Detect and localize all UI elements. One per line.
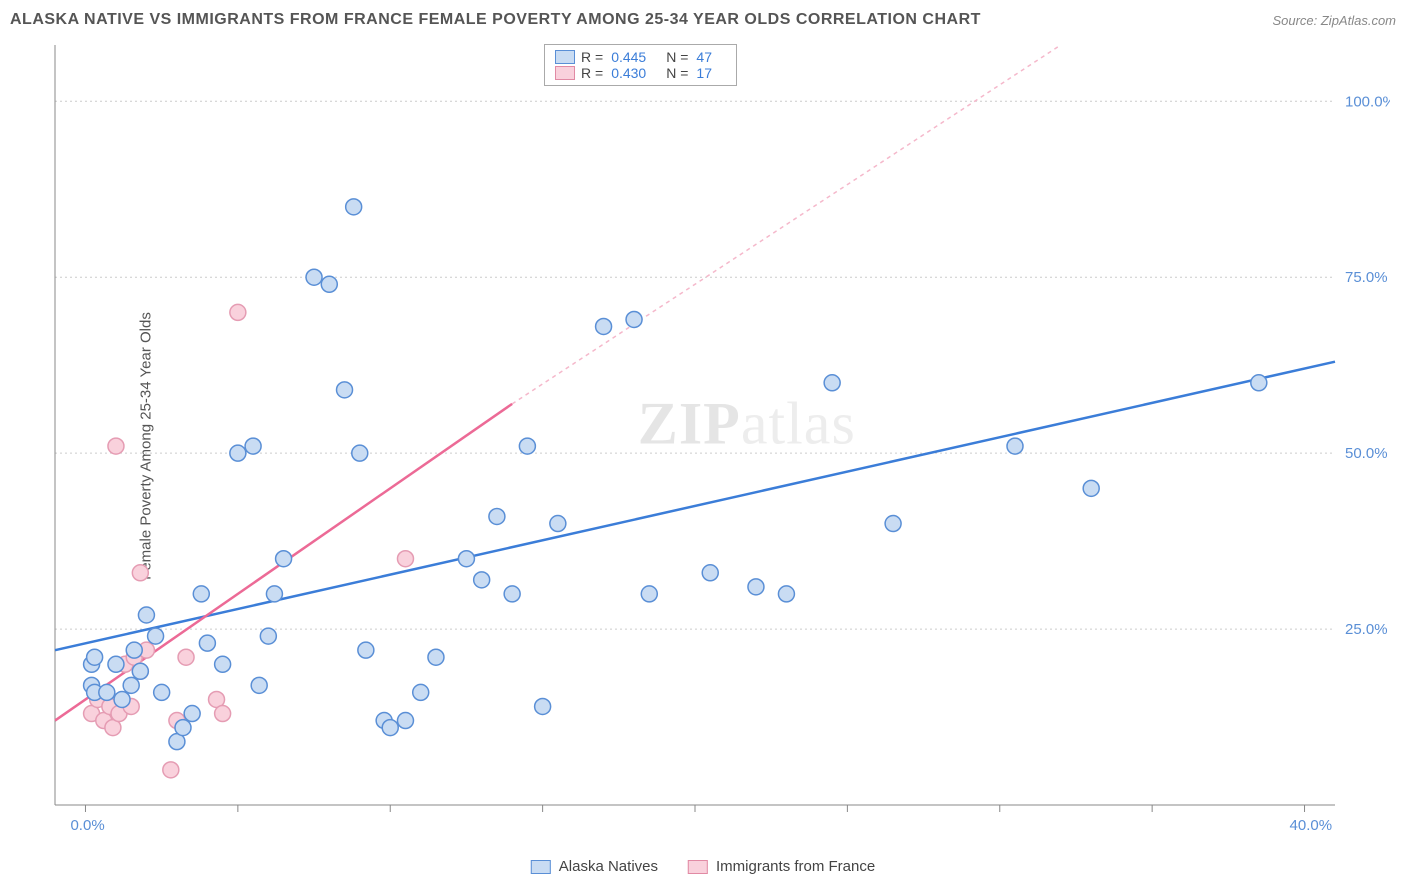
data-point-blue xyxy=(132,663,148,679)
data-point-pink xyxy=(132,565,148,581)
data-point-blue xyxy=(504,586,520,602)
data-point-blue xyxy=(358,642,374,658)
chart-title: ALASKA NATIVE VS IMMIGRANTS FROM FRANCE … xyxy=(10,11,981,29)
data-point-blue xyxy=(99,684,115,700)
data-point-blue xyxy=(702,565,718,581)
legend-item: Alaska Natives xyxy=(531,858,658,875)
legend-swatch xyxy=(531,860,551,874)
data-point-blue xyxy=(123,677,139,693)
legend-stat-row: R = 0.445 N = 47 xyxy=(555,49,726,65)
legend-swatch xyxy=(688,860,708,874)
series-legend: Alaska Natives Immigrants from France xyxy=(531,858,875,875)
data-point-blue xyxy=(458,551,474,567)
legend-label: Immigrants from France xyxy=(716,858,875,875)
n-value: 47 xyxy=(696,49,712,65)
data-point-blue xyxy=(885,516,901,532)
data-point-blue xyxy=(346,199,362,215)
data-point-blue xyxy=(550,516,566,532)
data-point-blue xyxy=(199,635,215,651)
data-point-blue xyxy=(474,572,490,588)
data-point-blue xyxy=(535,698,551,714)
data-point-blue xyxy=(1083,480,1099,496)
data-point-blue xyxy=(397,713,413,729)
n-value: 17 xyxy=(696,65,712,81)
data-point-blue xyxy=(641,586,657,602)
x-tick-label: 40.0% xyxy=(1290,817,1333,834)
data-point-blue xyxy=(87,649,103,665)
trend-line-pink-dash xyxy=(512,45,1061,404)
data-point-blue xyxy=(251,677,267,693)
r-value: 0.430 xyxy=(611,65,646,81)
data-point-pink xyxy=(108,438,124,454)
data-point-blue xyxy=(352,445,368,461)
data-point-blue xyxy=(382,720,398,736)
data-point-blue xyxy=(175,720,191,736)
data-point-blue xyxy=(148,628,164,644)
data-point-blue xyxy=(824,375,840,391)
data-point-pink xyxy=(163,762,179,778)
chart-source: Source: ZipAtlas.com xyxy=(1272,13,1396,28)
legend-label: Alaska Natives xyxy=(559,858,658,875)
correlation-legend: R = 0.445 N = 47 R = 0.430 N = 17 xyxy=(544,44,737,86)
data-point-blue xyxy=(321,276,337,292)
y-tick-label: 25.0% xyxy=(1345,621,1388,638)
data-point-blue xyxy=(778,586,794,602)
data-point-pink xyxy=(215,706,231,722)
legend-swatch xyxy=(555,50,575,64)
data-point-blue xyxy=(306,269,322,285)
data-point-pink xyxy=(230,304,246,320)
data-point-blue xyxy=(126,642,142,658)
data-point-blue xyxy=(138,607,154,623)
data-point-blue xyxy=(230,445,246,461)
data-point-blue xyxy=(260,628,276,644)
r-label: R = xyxy=(581,65,603,81)
data-point-blue xyxy=(276,551,292,567)
trend-line-blue xyxy=(55,362,1335,651)
data-point-blue xyxy=(596,318,612,334)
r-label: R = xyxy=(581,49,603,65)
data-point-blue xyxy=(108,656,124,672)
data-point-blue xyxy=(519,438,535,454)
data-point-blue xyxy=(337,382,353,398)
data-point-blue xyxy=(489,508,505,524)
data-point-pink xyxy=(178,649,194,665)
x-tick-label: 0.0% xyxy=(70,817,104,834)
data-point-blue xyxy=(215,656,231,672)
r-value: 0.445 xyxy=(611,49,646,65)
data-point-blue xyxy=(114,691,130,707)
data-point-blue xyxy=(266,586,282,602)
data-point-blue xyxy=(428,649,444,665)
data-point-blue xyxy=(193,586,209,602)
chart-plot-area: 25.0%50.0%75.0%100.0%0.0%40.0% ZIPatlas xyxy=(50,40,1390,840)
y-tick-label: 75.0% xyxy=(1345,269,1388,286)
data-point-blue xyxy=(184,706,200,722)
data-point-pink xyxy=(397,551,413,567)
data-point-blue xyxy=(626,311,642,327)
data-point-blue xyxy=(1007,438,1023,454)
data-point-blue xyxy=(245,438,261,454)
legend-stat-row: R = 0.430 N = 17 xyxy=(555,65,726,81)
y-tick-label: 100.0% xyxy=(1345,93,1390,110)
data-point-blue xyxy=(154,684,170,700)
n-label: N = xyxy=(666,49,688,65)
legend-swatch xyxy=(555,66,575,80)
data-point-blue xyxy=(748,579,764,595)
data-point-blue xyxy=(1251,375,1267,391)
n-label: N = xyxy=(666,65,688,81)
data-point-blue xyxy=(413,684,429,700)
y-tick-label: 50.0% xyxy=(1345,445,1388,462)
legend-item: Immigrants from France xyxy=(688,858,875,875)
